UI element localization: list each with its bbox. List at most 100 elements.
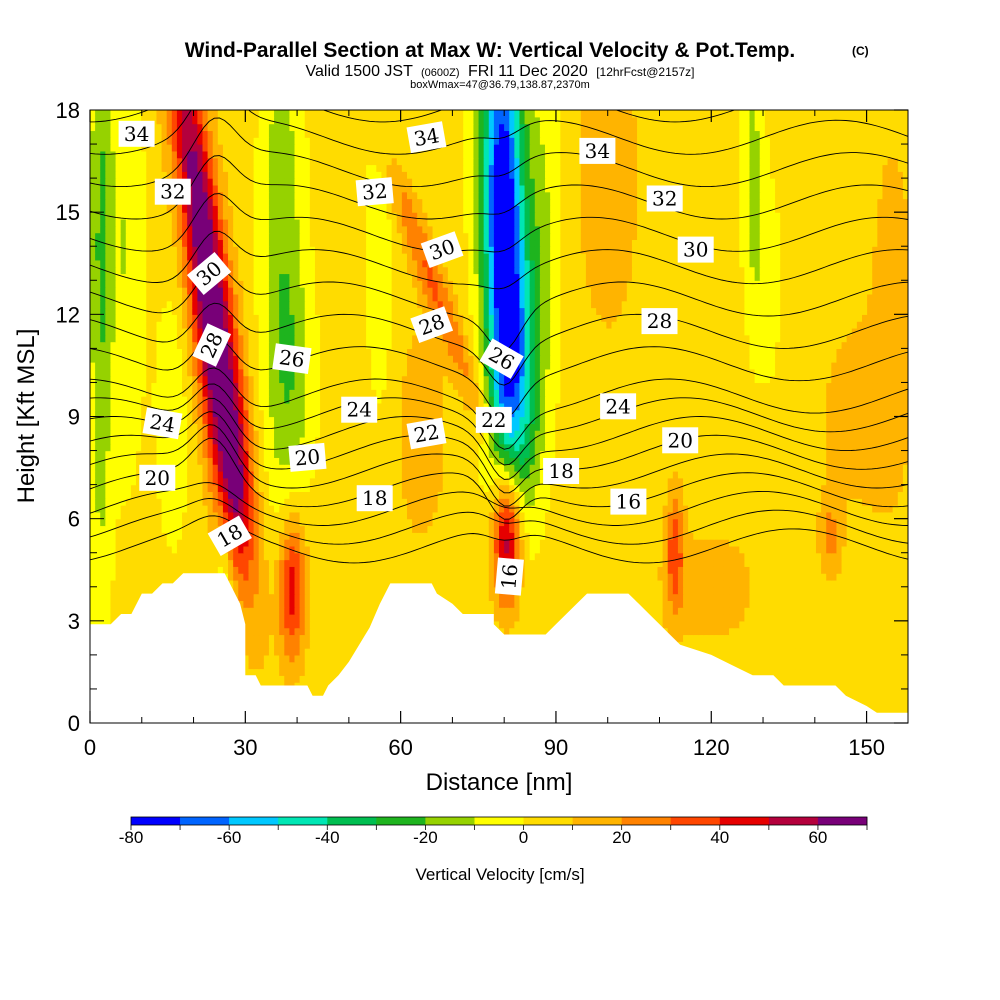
velocity-cell xyxy=(274,600,280,608)
velocity-cell xyxy=(406,511,413,520)
velocity-cell xyxy=(141,505,147,513)
velocity-cell xyxy=(519,620,526,629)
velocity-cell xyxy=(764,634,771,642)
velocity-cell xyxy=(156,518,163,527)
velocity-cell xyxy=(340,648,347,656)
velocity-cell xyxy=(759,634,766,642)
velocity-cell xyxy=(550,620,556,629)
velocity-cell xyxy=(846,525,853,533)
velocity-cell xyxy=(539,579,546,588)
velocity-cell xyxy=(299,620,306,629)
velocity-cell xyxy=(667,620,674,629)
velocity-cell xyxy=(887,607,894,615)
velocity-cell xyxy=(110,505,117,513)
velocity-cell xyxy=(785,566,792,574)
velocity-cell xyxy=(652,518,659,527)
velocity-cell xyxy=(550,586,556,595)
velocity-cell xyxy=(585,573,592,581)
velocity-cell xyxy=(504,620,510,629)
velocity-cell xyxy=(815,573,822,581)
velocity-cell xyxy=(621,586,628,595)
velocity-cell xyxy=(304,607,311,615)
velocity-cell xyxy=(591,559,597,567)
velocity-cell xyxy=(785,634,792,642)
velocity-cell xyxy=(110,586,117,595)
velocity-cell xyxy=(483,586,490,595)
velocity-cell xyxy=(248,648,255,656)
velocity-cell xyxy=(366,600,372,608)
velocity-cell xyxy=(376,586,383,595)
velocity-cell xyxy=(238,559,244,567)
velocity-cell xyxy=(877,648,884,656)
velocity-cell xyxy=(780,593,786,601)
velocity-cell xyxy=(320,641,326,649)
velocity-cell xyxy=(555,586,561,595)
chart-title: Wind-Parallel Section at Max W: Vertical… xyxy=(185,39,796,62)
velocity-cell xyxy=(662,573,669,581)
velocity-cell xyxy=(872,648,878,656)
velocity-cell xyxy=(90,593,96,601)
velocity-cell xyxy=(412,559,418,567)
velocity-cell xyxy=(504,525,510,533)
velocity-cell xyxy=(545,607,551,615)
velocity-cell xyxy=(902,518,908,527)
velocity-cell xyxy=(442,518,449,527)
velocity-cell xyxy=(861,593,868,601)
velocity-cell xyxy=(769,559,776,567)
velocity-cell xyxy=(284,552,290,561)
velocity-cell xyxy=(151,545,158,554)
velocity-cell xyxy=(734,559,740,567)
velocity-cell xyxy=(105,505,112,513)
velocity-cell xyxy=(314,634,321,642)
velocity-cell xyxy=(350,586,357,595)
velocity-cell xyxy=(626,511,633,520)
velocity-cell xyxy=(744,552,751,561)
velocity-cell xyxy=(345,607,352,615)
velocity-cell xyxy=(545,573,551,581)
velocity-cell xyxy=(698,634,705,642)
velocity-cell xyxy=(672,539,679,547)
velocity-cell xyxy=(258,614,265,622)
velocity-cell xyxy=(723,641,730,649)
velocity-cell xyxy=(897,627,904,636)
velocity-cell xyxy=(478,586,485,595)
velocity-cell xyxy=(683,566,689,574)
velocity-cell xyxy=(652,579,659,588)
velocity-cell xyxy=(841,607,848,615)
velocity-cell xyxy=(867,573,873,581)
velocity-cell xyxy=(534,627,541,636)
velocity-cell xyxy=(279,634,285,642)
velocity-cell xyxy=(739,586,745,595)
velocity-cell xyxy=(335,641,342,649)
velocity-cell xyxy=(672,518,679,527)
velocity-cell xyxy=(151,552,158,561)
velocity-cell xyxy=(309,518,316,527)
velocity-cell xyxy=(805,607,812,615)
velocity-cell xyxy=(238,552,244,561)
velocity-cell xyxy=(284,518,290,527)
velocity-cell xyxy=(463,600,469,608)
velocity-cell xyxy=(141,518,147,527)
velocity-cell xyxy=(560,607,567,615)
velocity-cell xyxy=(248,586,255,595)
velocity-cell xyxy=(345,600,352,608)
velocity-cell xyxy=(795,641,802,649)
velocity-cell xyxy=(580,559,587,567)
velocity-cell xyxy=(371,545,377,554)
velocity-cell xyxy=(325,593,331,601)
velocity-cell xyxy=(274,586,280,595)
velocity-cell xyxy=(529,627,536,636)
velocity-cell xyxy=(897,518,904,527)
velocity-cell xyxy=(125,593,132,601)
velocity-cell xyxy=(146,511,152,520)
velocity-cell xyxy=(340,634,347,642)
velocity-cell xyxy=(110,511,117,520)
velocity-cell xyxy=(294,620,301,629)
velocity-cell xyxy=(284,586,290,595)
velocity-cell xyxy=(442,573,449,581)
velocity-cell xyxy=(775,511,781,520)
velocity-cell xyxy=(775,579,781,588)
velocity-cell xyxy=(325,668,331,676)
velocity-cell xyxy=(284,675,290,683)
velocity-cell xyxy=(243,641,250,649)
